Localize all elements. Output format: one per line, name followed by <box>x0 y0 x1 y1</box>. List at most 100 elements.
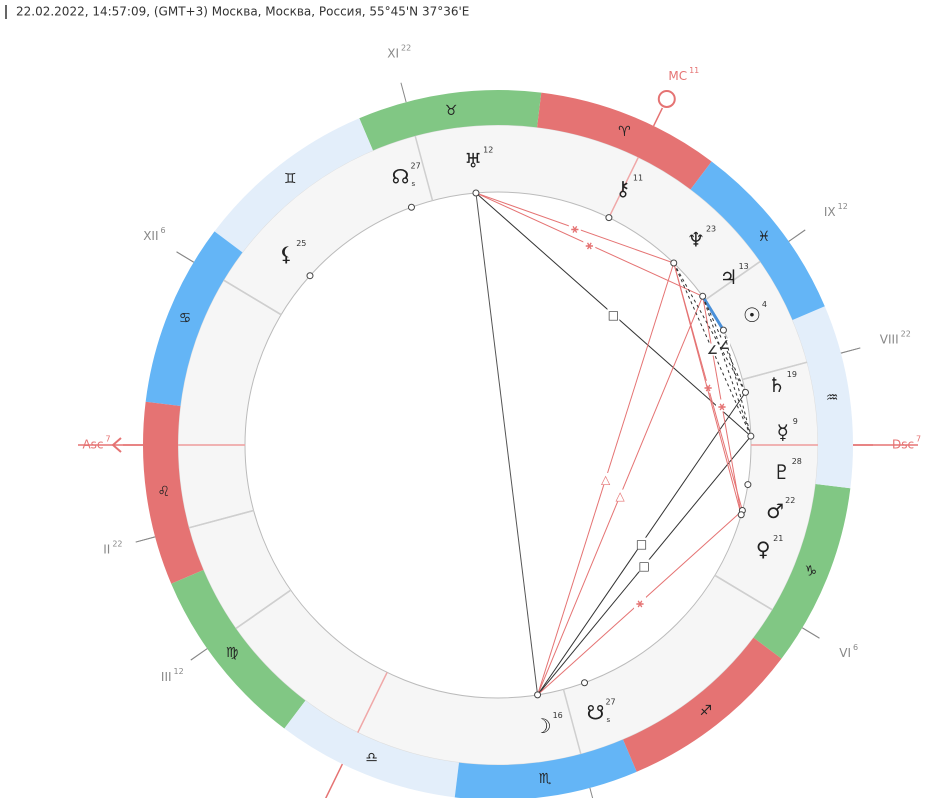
house-degree: 6 <box>853 643 858 652</box>
planet-degree: 9 <box>793 417 798 426</box>
house-label: VI <box>839 646 851 660</box>
aspect-symbol: □ <box>636 537 647 551</box>
sign-segment <box>690 161 825 320</box>
planet-glyph: ☉ <box>743 303 761 327</box>
aspect-symbol: ⚹ <box>570 221 579 235</box>
house-label: IX <box>824 205 836 219</box>
house-cusp-outer <box>840 347 861 354</box>
sign-segment <box>145 231 243 407</box>
sign-glyph: ♎ <box>365 750 378 766</box>
planet-glyph: ♂ <box>766 499 784 523</box>
planet-glyph: ⚸ <box>279 242 294 266</box>
planet-mark: s <box>412 180 416 188</box>
house-cusp <box>714 574 773 611</box>
house-cusp <box>704 260 761 301</box>
planet-point <box>534 691 542 699</box>
planet-glyph: ♄ <box>768 373 786 397</box>
planet-glyph: ☊ <box>392 165 410 189</box>
aspect-symbol: △ <box>601 472 611 486</box>
planet-degree: 19 <box>787 370 797 379</box>
aspect-symbol-bg <box>715 399 728 412</box>
house-cusp-outer <box>788 229 806 242</box>
house-label: XI <box>387 46 399 60</box>
header-text: 22.02.2022, 14:57:09, (GMT+3) Москва, Мо… <box>16 5 469 19</box>
house-cusp-outer <box>400 82 407 103</box>
planet-degree: 13 <box>739 262 749 271</box>
house-cusp-outer <box>176 251 194 263</box>
house-cusp <box>562 689 582 755</box>
aspect-symbol: △ <box>616 489 626 503</box>
aspect-symbol-bg <box>633 596 646 609</box>
sign-glyph: ♉ <box>445 103 458 119</box>
planet-glyph: ☽ <box>534 714 552 738</box>
house-label: Dsc <box>892 438 914 452</box>
planet-degree: 23 <box>706 224 716 233</box>
sign-segment <box>143 401 204 584</box>
sign-segment <box>284 700 460 798</box>
aspect-line <box>673 262 752 437</box>
planet-point <box>747 432 755 440</box>
sign-glyph: ♋ <box>179 311 192 327</box>
aspect-line <box>722 330 752 437</box>
aspect-symbol: ⚹ <box>717 399 726 413</box>
planet-degree: 4 <box>762 300 767 309</box>
planet-point <box>581 679 589 687</box>
aspect-symbol-bg <box>635 537 648 550</box>
sign-glyph: ♈ <box>618 124 631 140</box>
house-cusp-outer <box>323 763 344 802</box>
house-degree: 11 <box>689 66 699 75</box>
aspect-symbol-bg <box>718 338 731 351</box>
house-label: XII <box>143 229 158 243</box>
house-cusp <box>414 135 434 201</box>
sign-glyph: ♒ <box>826 390 839 406</box>
sign-segment <box>623 637 782 772</box>
house-cusp <box>235 589 292 630</box>
planet-glyph: ♆ <box>687 227 705 251</box>
aspect-symbol-bg <box>568 221 581 234</box>
aspect-symbol-bg <box>638 559 651 572</box>
planet-point <box>719 326 727 334</box>
house-cusp-outer <box>135 536 156 543</box>
house-degree: 6 <box>161 226 166 235</box>
house-cusp-outer <box>802 627 820 639</box>
planet-point <box>744 481 752 489</box>
aspect-line <box>702 296 752 437</box>
planet-degree: 27 <box>605 697 615 706</box>
aspect-line <box>673 262 746 393</box>
house-degree: 7 <box>916 435 921 444</box>
planet-degree: 16 <box>553 711 563 720</box>
aspect-symbol: □ <box>608 308 619 322</box>
planet-degree: 25 <box>296 239 306 248</box>
house-degree: 7 <box>106 435 111 444</box>
aspect-symbol-bg <box>706 343 719 356</box>
house-cusp <box>188 509 254 529</box>
planet-glyph: ♀ <box>756 537 771 561</box>
house-degree: 12 <box>174 667 184 676</box>
sign-glyph: ♌ <box>158 484 171 500</box>
planet-point <box>605 214 613 222</box>
aspect-line <box>673 262 742 515</box>
aspect-symbol-bg <box>614 489 627 502</box>
planet-point <box>472 189 480 197</box>
sign-glyph: ♓ <box>758 229 771 245</box>
aspect-symbol: □ <box>639 559 650 573</box>
house-degree: 22 <box>901 330 911 339</box>
sign-segment <box>753 483 851 659</box>
aspect-line <box>701 295 725 331</box>
house-cusp-outer <box>190 648 208 661</box>
planet-point <box>407 203 415 211</box>
mc-marker <box>657 89 676 108</box>
planet-glyph: ♅ <box>464 149 482 173</box>
sign-glyph: ♊ <box>284 171 297 187</box>
house-cusp-outer <box>652 107 664 127</box>
house-degree: 22 <box>112 539 122 548</box>
planet-glyph: ☋ <box>587 700 605 724</box>
planet-point <box>699 292 707 300</box>
sign-segment <box>454 739 637 800</box>
aspect-symbol: ⚹ <box>585 238 594 252</box>
sign-segment <box>359 89 542 151</box>
house-label: MC <box>668 69 687 83</box>
sign-glyph: ♑ <box>805 563 818 579</box>
aspect-symbol: ⚹ <box>635 596 644 610</box>
